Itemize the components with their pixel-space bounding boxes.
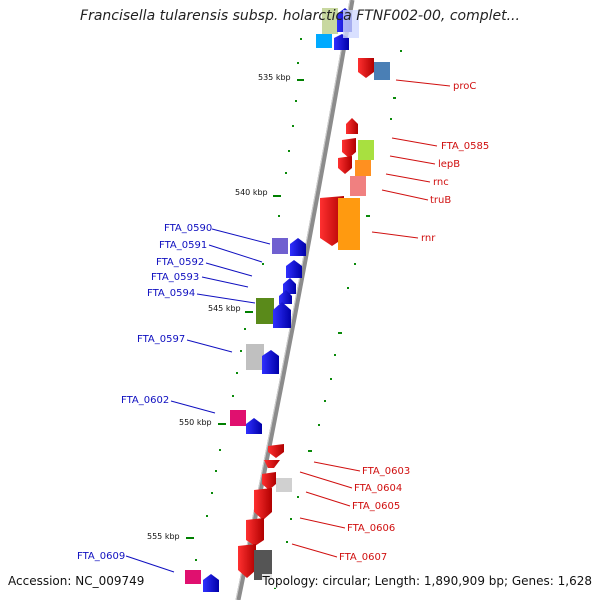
kbp-label: 540 kbp — [235, 188, 268, 197]
genome-backbone-highlight — [235, 0, 351, 600]
left-gene-labels: FTA_0590 FTA_0591 FTA_0592 FTA_0593 FTA_… — [77, 223, 212, 562]
top-genes[interactable] — [316, 8, 359, 50]
left-leaders — [125, 228, 271, 573]
map-title: Francisella tularensis subsp. holarctica… — [80, 8, 520, 24]
right-genes[interactable] — [320, 58, 390, 250]
gene-label-FTA_0590[interactable]: FTA_0590 — [164, 223, 212, 234]
gene-label-FTA_0607[interactable]: FTA_0607 — [339, 552, 387, 563]
gene-label-truB[interactable]: truB — [430, 195, 451, 206]
lower-genes[interactable] — [185, 444, 292, 592]
left-genes[interactable] — [230, 238, 306, 434]
gene-label-FTA_0591[interactable]: FTA_0591 — [159, 240, 207, 251]
gene-label-FTA_0605[interactable]: FTA_0605 — [352, 501, 400, 512]
kbp-label: 535 kbp — [258, 73, 291, 82]
kbp-label: 555 kbp — [147, 532, 180, 541]
gene-label-proC[interactable]: proC — [453, 81, 476, 92]
gene-label-FTA_0585[interactable]: FTA_0585 — [441, 141, 489, 152]
gene-label-FTA_0602[interactable]: FTA_0602 — [121, 395, 169, 406]
gene-label-FTA_0597[interactable]: FTA_0597 — [137, 334, 185, 345]
gene-label-FTA_0592[interactable]: FTA_0592 — [156, 257, 204, 268]
kbp-label: 545 kbp — [208, 304, 241, 313]
gene-label-FTA_0609[interactable]: FTA_0609 — [77, 551, 125, 562]
right-leaders — [291, 79, 451, 558]
gene-label-FTA_0603[interactable]: FTA_0603 — [362, 466, 410, 477]
gene-label-FTA_0594[interactable]: FTA_0594 — [147, 288, 195, 299]
gene-label-FTA_0604[interactable]: FTA_0604 — [354, 483, 402, 494]
accession-label: Accession: NC_009749 — [8, 574, 145, 588]
genome-backbone — [235, 0, 355, 600]
tick-dots — [195, 38, 402, 589]
gene-label-lepB[interactable]: lepB — [438, 159, 460, 170]
topology-label: Topology: circular; Length: 1,890,909 bp… — [262, 574, 592, 588]
kbp-ticks: 535 kbp 540 kbp 545 kbp 550 kbp 555 kbp — [147, 73, 304, 541]
right-gene-labels: proC FTA_0585 lepB rnc truB rnr FTA_0603… — [339, 81, 489, 563]
gene-label-rnc[interactable]: rnc — [433, 177, 449, 188]
kbp-label: 550 kbp — [179, 418, 212, 427]
gene-label-FTA_0606[interactable]: FTA_0606 — [347, 523, 395, 534]
gene-label-FTA_0593[interactable]: FTA_0593 — [151, 272, 199, 283]
gene-label-rnr[interactable]: rnr — [421, 233, 436, 244]
